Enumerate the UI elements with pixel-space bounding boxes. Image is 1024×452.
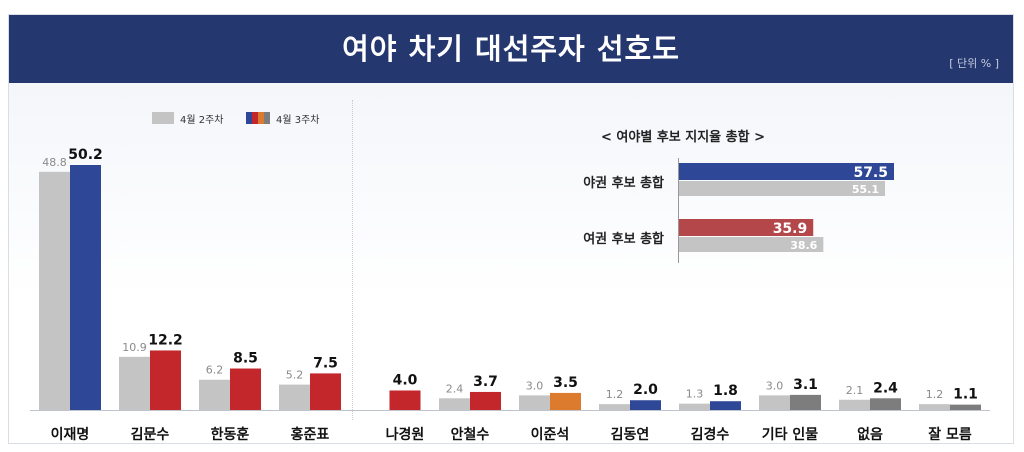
bar-prev-1	[119, 356, 150, 410]
value-label-current-2: 8.5	[233, 351, 258, 367]
category-label-4: 나경원	[385, 427, 425, 443]
category-label-1: 김문수	[130, 427, 170, 443]
bar-prev-10	[839, 399, 870, 410]
value-label-prev-0: 48.8	[42, 156, 67, 169]
value-label-current-1: 12.2	[148, 332, 183, 348]
chart-frame	[8, 14, 1014, 444]
inset-value-current-1: 35.9	[773, 221, 808, 237]
category-label-3: 홍준표	[290, 427, 330, 443]
inset-label-opposition: 야권 후보 총합	[583, 176, 664, 191]
bar-prev-9	[759, 395, 790, 410]
inset-value-prev-1: 38.6	[790, 239, 817, 252]
category-label-10: 없음	[857, 427, 883, 443]
bar-prev-3	[279, 384, 310, 410]
bar-prev-8	[679, 403, 710, 410]
value-label-current-11: 1.1	[953, 387, 978, 403]
value-label-prev-6: 3.0	[526, 379, 544, 392]
inset-value-current-0: 57.5	[853, 165, 888, 181]
value-label-prev-11: 1.2	[926, 388, 944, 401]
inset-bar-current-0	[679, 163, 894, 180]
inset-value-prev-0: 55.1	[852, 183, 879, 196]
bar-current-9	[790, 394, 821, 410]
value-label-prev-1: 10.9	[122, 341, 147, 354]
legend-swatch-current	[246, 112, 270, 124]
value-label-current-8: 1.8	[713, 383, 738, 399]
inset-bar-prev-0	[679, 181, 886, 196]
category-label-9: 기타 인물	[761, 427, 819, 443]
chart-title: 여야 차기 대선주자 선호도	[342, 32, 680, 66]
bar-prev-0	[39, 171, 70, 410]
inset-label-ruling: 여권 후보 총합	[583, 232, 664, 247]
value-label-current-3: 7.5	[313, 355, 338, 371]
value-label-current-9: 3.1	[793, 377, 818, 393]
value-label-prev-7: 1.2	[606, 388, 624, 401]
bar-current-5	[470, 391, 501, 410]
value-label-current-10: 2.4	[873, 380, 898, 396]
section-divider	[352, 100, 353, 420]
bar-current-2	[230, 368, 261, 410]
inset-bar-prev-1	[679, 237, 824, 252]
inset-axis	[678, 158, 679, 263]
legend-label-prev: 4월 2주차	[180, 115, 224, 126]
bar-prev-5	[439, 398, 470, 410]
value-label-prev-5: 2.4	[446, 382, 464, 395]
inset-title: < 여야별 후보 지지율 총합 >	[600, 130, 765, 145]
value-label-current-7: 2.0	[633, 382, 658, 398]
bar-current-1	[150, 350, 181, 410]
bar-prev-11	[919, 404, 950, 410]
category-label-11: 잘 모름	[928, 427, 972, 443]
category-label-6: 이준석	[530, 427, 570, 443]
category-label-8: 김경수	[690, 427, 730, 443]
value-label-prev-3: 5.2	[286, 369, 304, 382]
bar-current-11	[950, 404, 981, 410]
bar-current-3	[310, 373, 341, 410]
value-label-current-0: 50.2	[68, 147, 103, 163]
bar-current-7	[630, 400, 661, 410]
bar-current-4	[389, 390, 421, 410]
bar-current-0	[70, 165, 101, 410]
unit-label: [ 단위 % ]	[949, 57, 999, 70]
legend-label-current: 4월 3주차	[276, 115, 320, 126]
value-label-current-5: 3.7	[473, 374, 498, 390]
value-label-prev-8: 1.3	[686, 388, 704, 401]
category-label-5: 안철수	[450, 427, 490, 443]
bar-current-10	[870, 398, 901, 410]
value-label-prev-10: 2.1	[846, 384, 864, 397]
bar-prev-7	[599, 404, 630, 410]
bar-prev-6	[519, 395, 550, 410]
bar-current-8	[710, 401, 741, 410]
value-label-current-4: 4.0	[393, 372, 418, 388]
value-label-prev-2: 6.2	[206, 364, 224, 377]
legend-swatch-prev	[152, 112, 174, 124]
inset-bar-current-1	[679, 219, 814, 236]
bar-current-6	[550, 392, 581, 410]
bar-prev-2	[199, 379, 230, 410]
x-axis-baseline	[30, 410, 990, 411]
category-label-7: 김동연	[610, 427, 650, 443]
title-banner: 여야 차기 대선주자 선호도 [ 단위 % ]	[9, 15, 1013, 83]
value-label-current-6: 3.5	[553, 375, 578, 391]
category-label-2: 한동훈	[210, 427, 250, 443]
category-label-0: 이재명	[50, 427, 90, 443]
value-label-prev-9: 3.0	[766, 379, 784, 392]
